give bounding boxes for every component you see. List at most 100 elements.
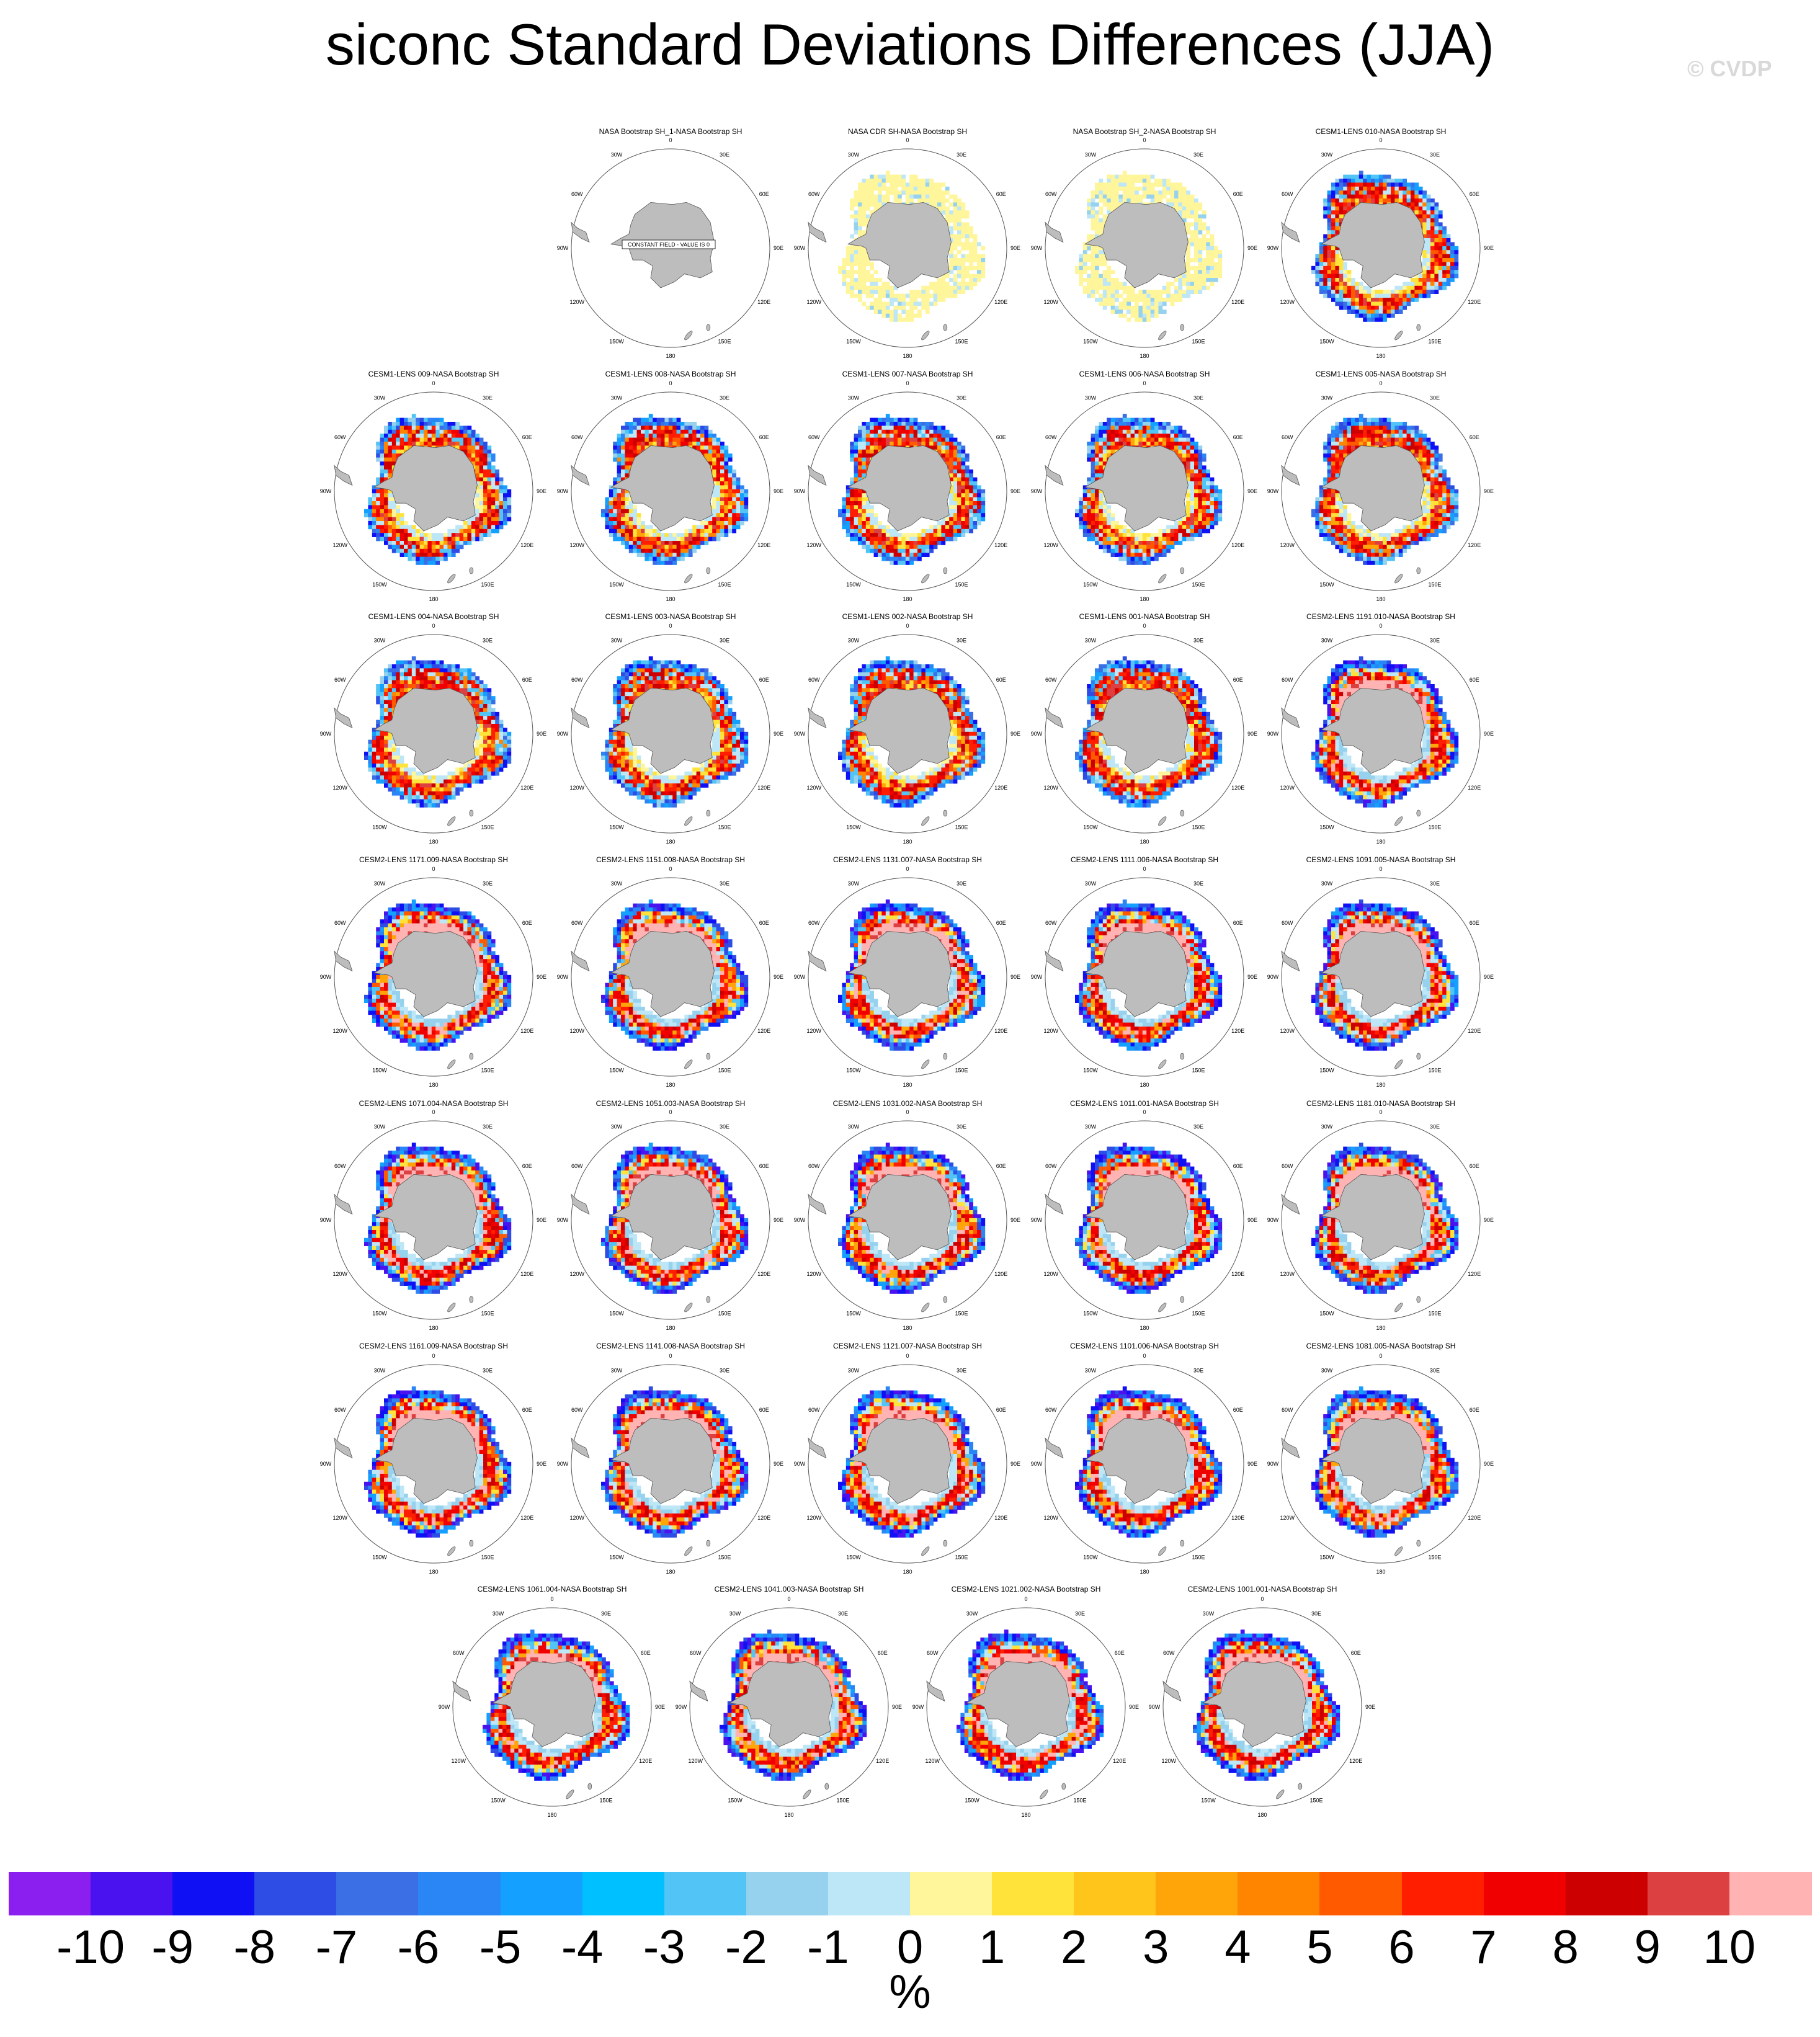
ice-cell [1091,274,1095,279]
ice-cell [1379,314,1383,318]
ice-cell [1198,517,1202,522]
ice-cell [495,529,499,533]
ice-cell [1214,485,1218,489]
ice-cell [641,438,645,442]
ice-cell [1194,509,1198,514]
ice-cell [444,557,448,561]
ice-cell [1131,179,1135,183]
ice-cell [850,246,854,251]
ice-cell [854,497,859,502]
ice-cell [1198,497,1202,502]
ice-cell [716,453,721,458]
ice-cell [953,489,958,494]
ice-cell [866,545,870,549]
ice-cell [1371,290,1375,294]
ice-cell [380,453,385,458]
ice-cell [736,509,741,514]
ice-cell [384,517,388,522]
ice-cell [1454,270,1458,274]
ice-cell [1359,282,1363,286]
ice-cell [1154,438,1159,442]
longitude-label: 120E [757,542,770,548]
ice-cell [890,175,894,179]
ice-cell [1442,286,1447,290]
ice-cell [1091,190,1095,195]
ice-cell [1407,195,1411,199]
ice-cell [412,545,416,549]
ice-cell [467,438,471,442]
ice-cell [1399,301,1403,306]
ice-cell [894,545,898,549]
ice-cell [680,537,685,542]
ice-cell [898,557,902,561]
ice-cell [1359,182,1363,187]
ice-cell [842,505,846,509]
ice-cell [949,533,953,537]
ice-cell [1419,286,1423,290]
ice-cell [1371,318,1375,322]
ice-cell [862,438,866,442]
ice-cell [1371,195,1375,199]
ice-cell [866,438,870,442]
ice-cell [937,190,942,195]
ice-cell [629,529,633,533]
ice-cell [697,537,701,542]
ice-cell [850,537,854,542]
ice-cell [881,525,886,529]
ice-cell [463,430,468,434]
ice-cell [1315,254,1319,259]
ice-cell [1186,521,1190,525]
longitude-label: 120W [570,299,585,305]
ice-cell [424,541,428,545]
ice-cell [613,509,617,514]
ice-cell [1083,258,1087,262]
ice-cell [625,505,629,509]
ice-cell [949,509,953,514]
ice-cell [1154,306,1159,310]
ice-cell [1151,314,1155,318]
ice-cell [973,238,978,243]
ice-cell [716,529,721,533]
ice-cell [716,473,721,478]
ice-cell [712,497,716,502]
ice-cell [1118,314,1123,318]
ice-cell [1371,310,1375,314]
ice-cell [1123,434,1127,438]
ice-cell [1214,517,1218,522]
ice-cell [368,501,372,506]
ice-cell [499,505,504,509]
ice-cell [609,505,613,509]
ice-cell [463,525,468,529]
ice-cell [700,537,705,542]
ice-cell [909,179,914,183]
ice-cell [1434,274,1439,279]
ice-cell [1162,298,1167,302]
ice-cell [1202,470,1207,474]
ice-cell [669,418,673,422]
ice-cell [965,242,970,246]
ice-cell [1375,314,1379,318]
ice-cell [870,418,874,422]
ice-cell [440,434,444,438]
ice-cell [1434,222,1439,226]
ice-cell [491,453,496,458]
ice-cell [720,489,725,494]
ice-cell [1138,298,1143,302]
ice-cell [1367,198,1372,203]
ice-cell [909,318,914,322]
ice-cell [392,458,396,462]
ice-cell [499,478,504,482]
ice-cell [1351,306,1355,310]
ice-cell [898,533,902,537]
ice-cell [858,262,862,266]
ice-cell [917,434,922,438]
ice-cell [1363,290,1367,294]
ice-cell [1146,314,1151,318]
ice-cell [1343,195,1347,199]
ice-cell [1138,310,1143,314]
ice-cell [850,517,854,522]
ice-cell [1399,182,1403,187]
ice-cell [961,246,965,251]
ice-cell [1190,195,1195,199]
ice-cell [1091,434,1095,438]
